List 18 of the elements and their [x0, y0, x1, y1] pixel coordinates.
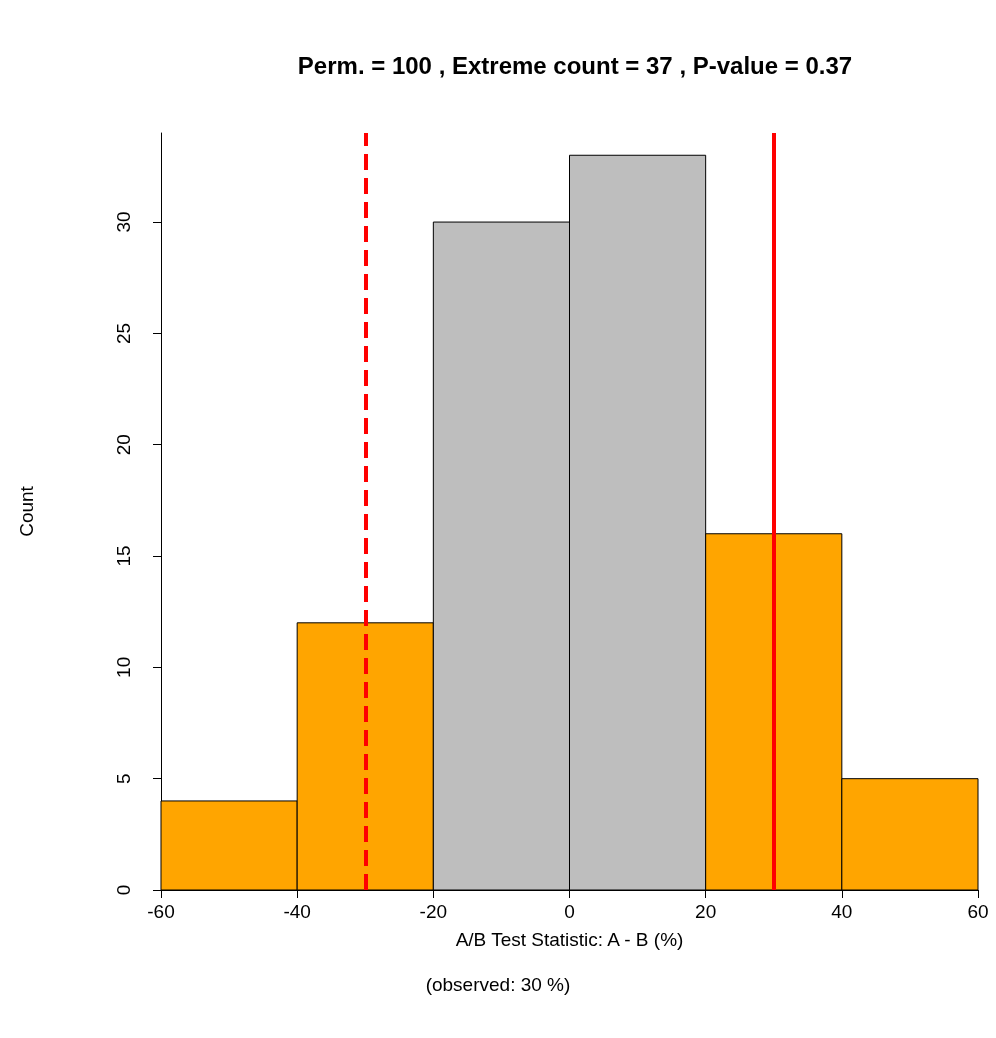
y-tick-label: 25	[113, 322, 134, 344]
y-tick-label: 30	[113, 211, 134, 233]
x-tick-label: 60	[967, 901, 989, 922]
y-tick-label: 15	[113, 545, 134, 567]
x-tick-label: 20	[695, 901, 717, 922]
y-axis-title: Count	[16, 485, 37, 537]
chart-title: Perm. = 100 , Extreme count = 37 , P-value = 0.37	[297, 51, 853, 79]
x-tick-label: -40	[283, 901, 311, 922]
x-tick-label: -20	[419, 901, 448, 922]
y-tick-label: 5	[113, 773, 134, 784]
x-tick-label: -60	[147, 901, 175, 922]
y-tick-label: 0	[113, 884, 134, 896]
x-axis-title: A/B Test Statistic: A - B (%)	[455, 929, 684, 950]
y-tick-label: 20	[113, 434, 134, 456]
x-tick-label: 0	[564, 901, 575, 922]
text: (observed: 30 %)	[425, 974, 571, 995]
y-tick-label: 10	[113, 656, 134, 678]
x-tick-label: 40	[831, 901, 853, 922]
